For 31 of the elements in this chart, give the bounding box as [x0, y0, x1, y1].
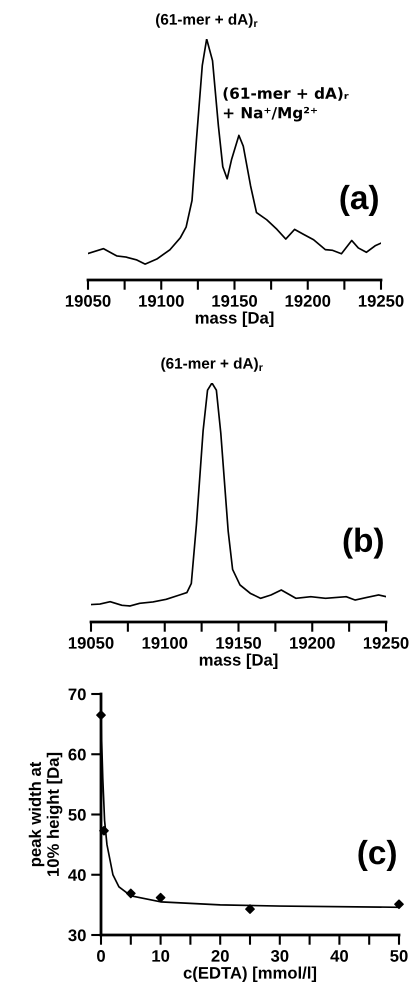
annotation: (c) — [358, 840, 396, 872]
x-tick-label: 20 — [212, 950, 229, 962]
x-tick-label: 19050 — [66, 295, 110, 307]
x-tick-label: 19250 — [364, 637, 408, 649]
annotation: (61-mer + dA)$_{r}$ — [161, 358, 263, 372]
x-tick-label: 40 — [330, 950, 348, 962]
annotation: (b) — [344, 528, 383, 559]
annotation: (61-mer + dA)ᵣ + Na⁺/Mg²⁺ — [224, 87, 349, 122]
annotation: (61-mer + dA)$_{r}$ — [156, 14, 258, 28]
x-tick-label: 30 — [270, 950, 288, 962]
x-tick-label: 19100 — [139, 295, 184, 307]
x-axis-title: mass [Da] — [196, 312, 274, 328]
annotation: (a) — [340, 184, 378, 216]
x-tick-label: 0 — [97, 950, 105, 962]
x-tick-label: 19100 — [142, 637, 188, 649]
y-tick-label: 70 — [68, 688, 86, 700]
x-tick-label: 50 — [390, 950, 408, 962]
x-tick-label: 10 — [152, 950, 170, 962]
x-axis-title: c(EDTA) [mmol/l] — [184, 966, 316, 982]
x-tick-label: 19050 — [68, 637, 114, 649]
x-axis-title: mass [Da] — [200, 654, 278, 670]
x-tick-label: 19200 — [286, 295, 330, 307]
y-tick-label: 30 — [68, 929, 86, 942]
x-tick-label: 19150 — [212, 295, 257, 307]
x-tick-label: 19150 — [216, 637, 261, 649]
x-tick-label: 19250 — [358, 295, 404, 307]
y-axis-title: peak width at 10% height [Da] — [28, 752, 62, 876]
y-tick-label: 50 — [68, 808, 86, 821]
x-tick-label: 19200 — [290, 637, 335, 649]
y-tick-label: 60 — [68, 748, 86, 760]
y-tick-label: 40 — [68, 869, 86, 881]
